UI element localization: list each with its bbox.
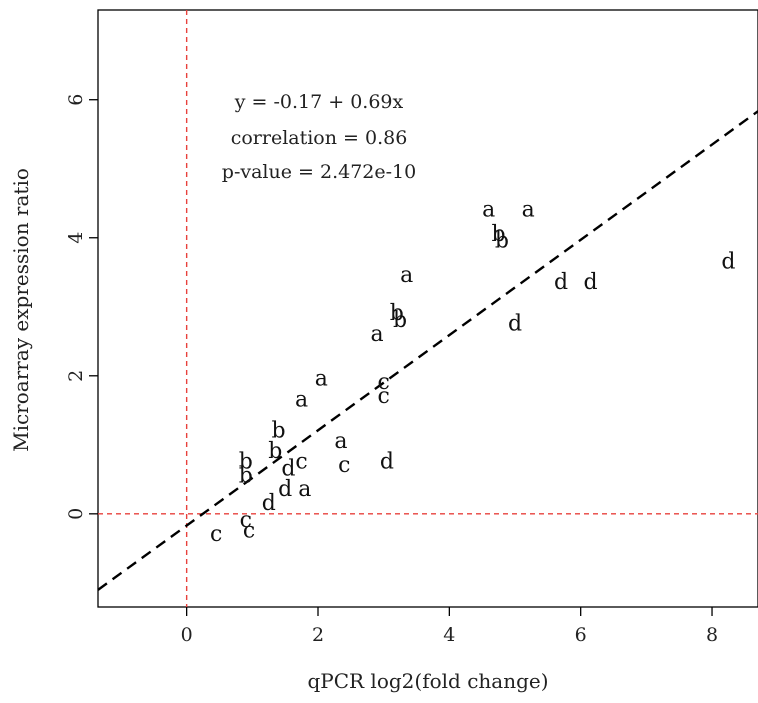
data-point-a: a [334,429,347,454]
data-point-c: c [378,384,390,409]
data-point-a: a [400,263,413,288]
data-point-a: a [522,198,535,223]
y-axis-title: Microarray expression ratio [9,168,33,452]
data-point-c: c [338,453,350,478]
y-tick-label: 2 [65,370,87,382]
x-tick-label: 0 [181,624,193,646]
regression-line [97,110,758,591]
data-point-b: b [239,450,253,475]
data-point-c: c [210,522,222,547]
x-axis-title: qPCR log2(fold change) [307,669,548,693]
data-point-d: d [721,249,735,274]
data-point-b: b [495,229,509,254]
y-axis-ticks: 0 2 4 6 [65,94,98,520]
x-tick-label: 4 [443,624,455,646]
data-point-b: b [492,222,506,247]
annotation-correlation: correlation = 0.86 [231,127,408,149]
data-point-c: c [240,508,252,533]
data-point-b: b [390,301,404,326]
data-point-a: a [482,198,495,223]
data-point-d: d [583,270,597,295]
data-point-d: d [278,477,292,502]
y-tick-label: 4 [65,232,87,244]
x-axis-ticks: 0 2 4 6 8 [181,607,718,646]
data-point-b: b [239,463,253,488]
data-point-c: c [295,450,307,475]
data-point-b: b [272,419,286,444]
annotation-equation: y = -0.17 + 0.69x [234,91,404,113]
x-tick-label: 8 [706,624,718,646]
x-tick-label: 6 [575,624,587,646]
data-point-c: c [243,519,255,544]
reference-lines [98,10,758,607]
data-point-a: a [315,367,328,392]
data-point-d: d [281,456,295,481]
data-point-c: c [378,370,390,395]
plot-frame [97,9,758,608]
data-point-d: d [380,450,394,475]
y-tick-label: 0 [65,508,87,520]
data-point-a: a [295,387,308,412]
annotation-p-value: p-value = 2.472e-10 [222,161,416,183]
data-point-b: b [268,439,282,464]
data-point-d: d [262,491,276,516]
data-point-a: a [298,477,311,502]
data-point-d: d [508,312,522,337]
y-tick-label: 6 [65,94,87,106]
data-point-b: b [393,308,407,333]
data-point-a: a [371,322,384,347]
x-tick-label: 2 [312,624,324,646]
data-point-d: d [554,270,568,295]
